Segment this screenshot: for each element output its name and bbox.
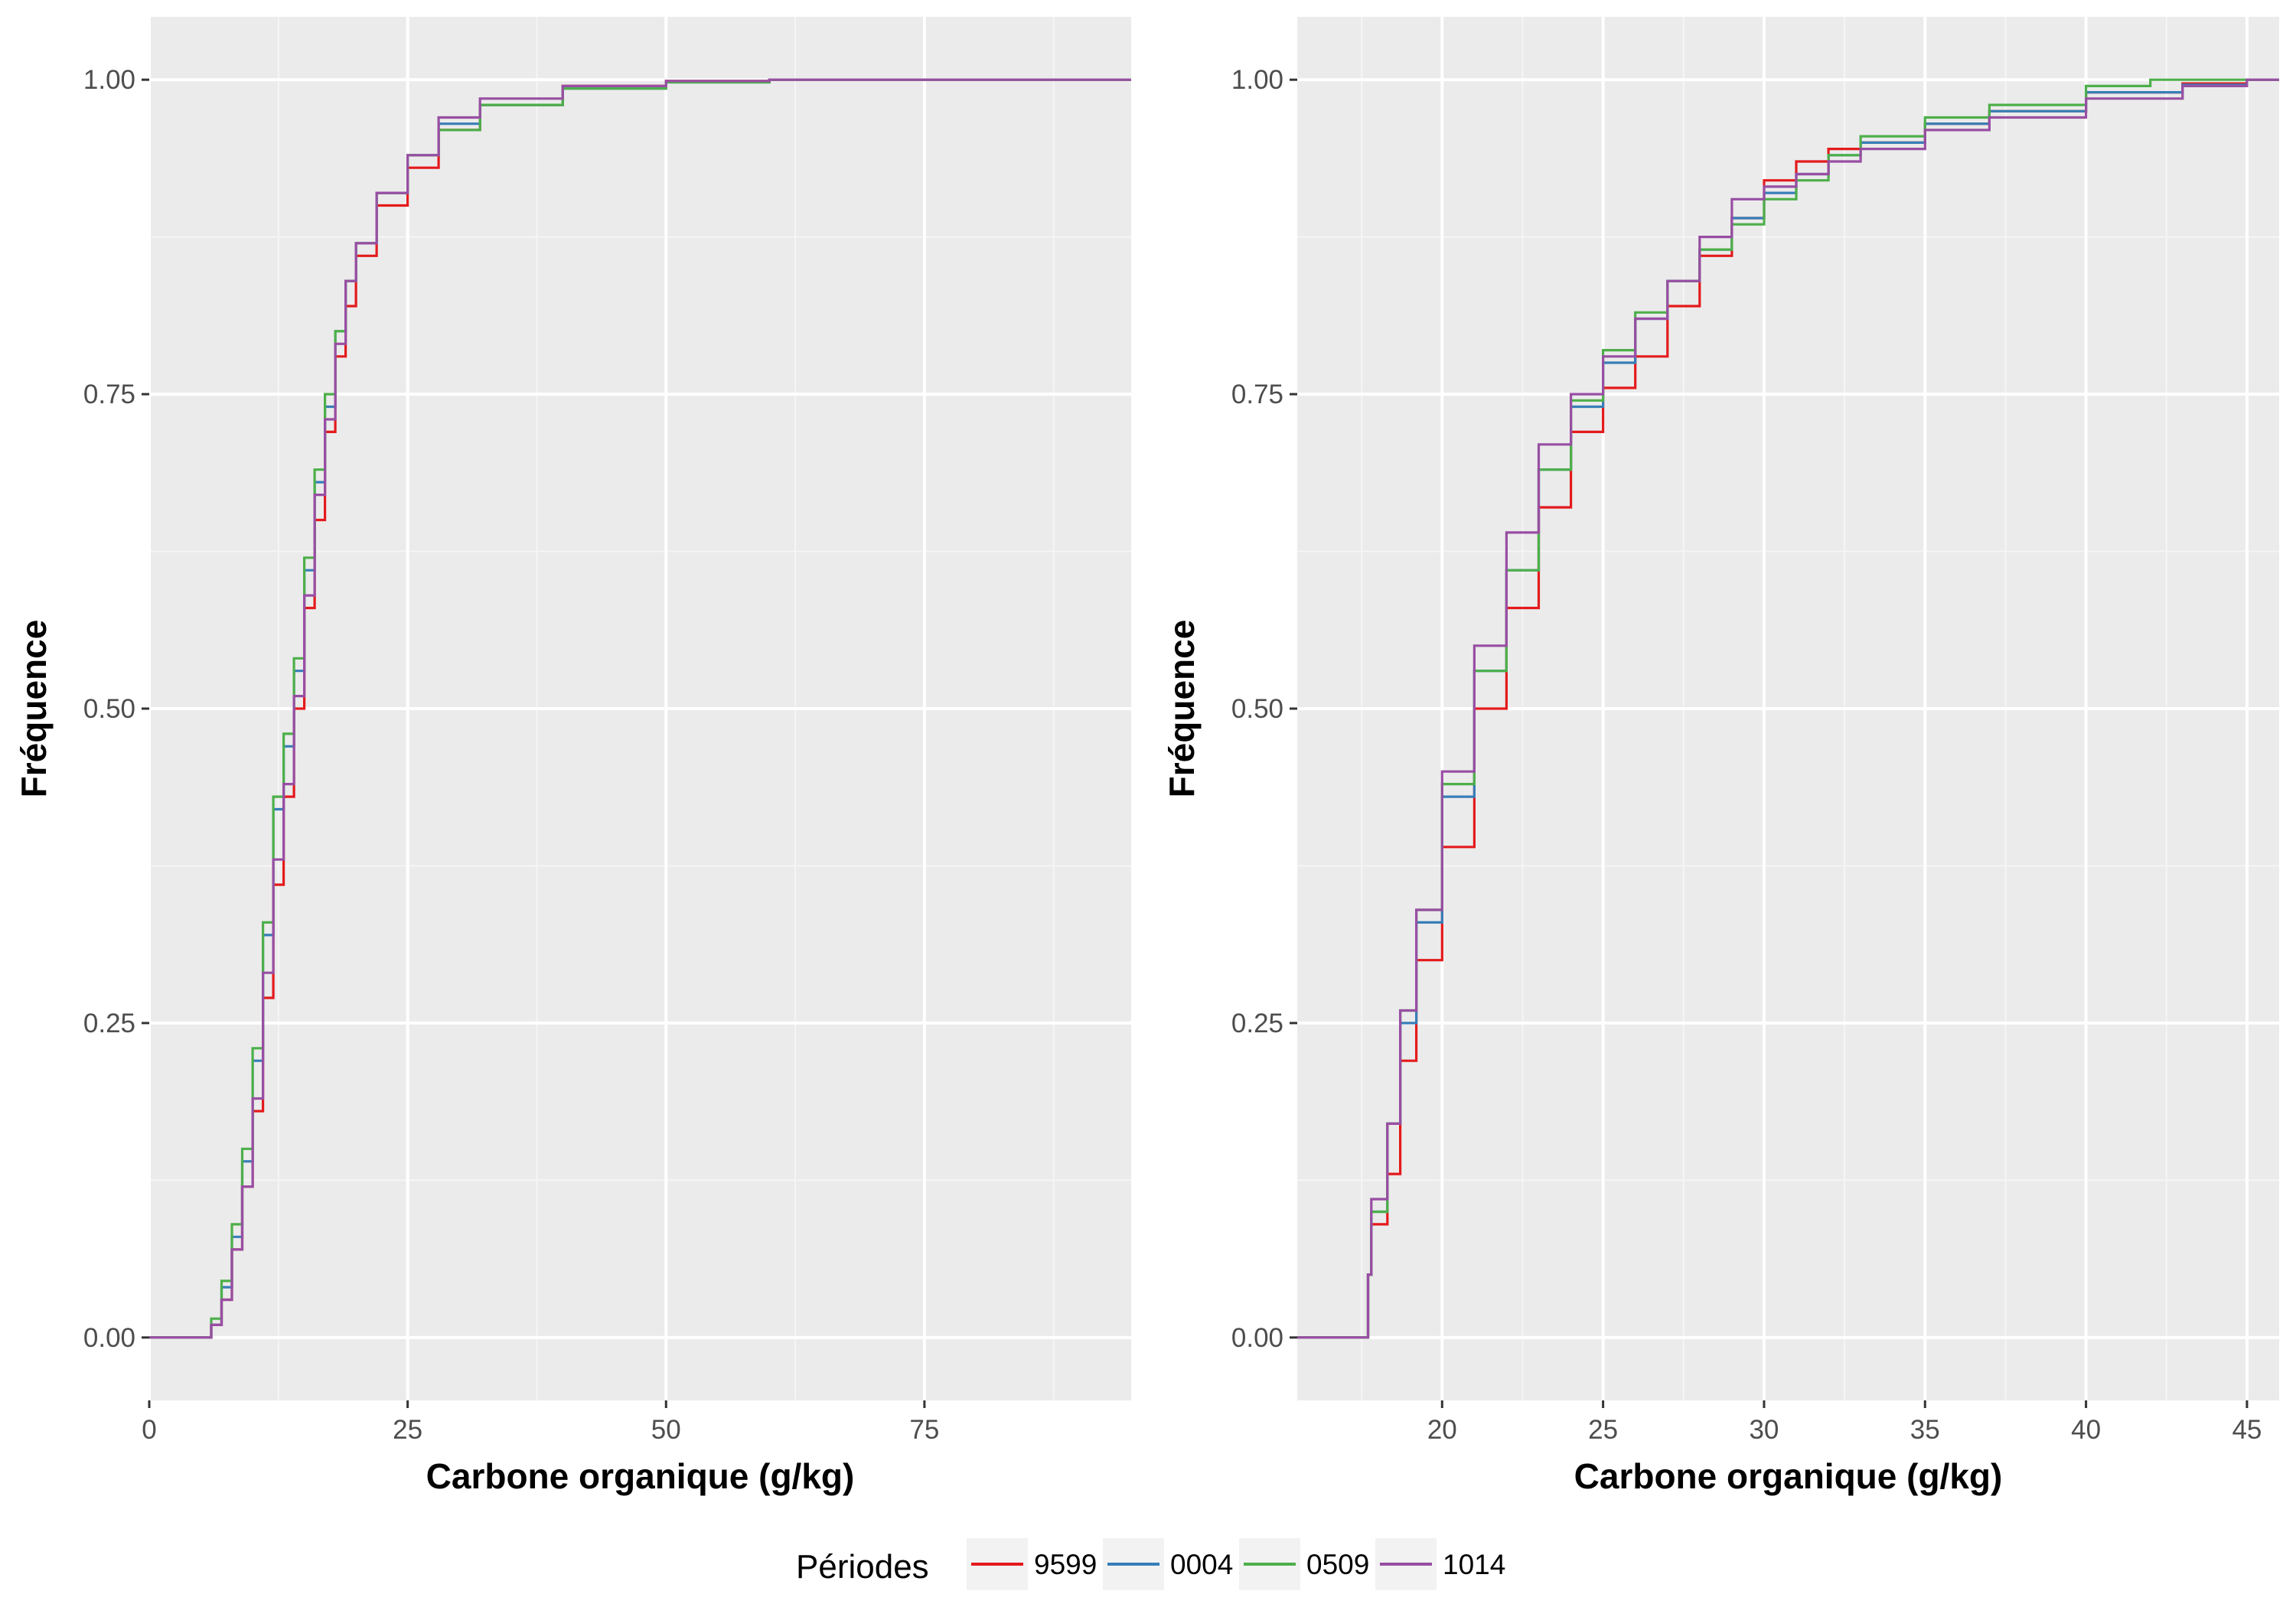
y-tick-label: 0.50	[1231, 694, 1283, 724]
y-tick-label: 0.00	[1231, 1323, 1283, 1353]
x-ticks-left: 0 25 50 75	[142, 1400, 939, 1445]
legend: Périodes 9599 0004 0509 1014	[796, 1538, 1505, 1590]
y-ticks-left: 0.00 0.25 0.50 0.75 1.00	[83, 65, 149, 1353]
x-tick-label: 30	[1749, 1415, 1779, 1445]
x-tick-label: 0	[142, 1415, 156, 1445]
legend-label-0509: 0509	[1306, 1549, 1369, 1580]
y-tick-label: 1.00	[1231, 65, 1283, 95]
x-axis-title-right: Carbone organique (g/kg)	[1574, 1456, 2003, 1496]
x-ticks-right: 20 25 30 35 40 45	[1427, 1400, 2262, 1445]
series-group-right	[1297, 78, 2279, 1339]
y-tick-label: 0.75	[1231, 380, 1283, 409]
legend-items: 9599 0004 0509 1014	[967, 1538, 1505, 1590]
series-group-left	[149, 78, 1131, 1339]
chart-right: 0.00 0.25 0.50 0.75 1.00 20 25 30 35 40 45 Carbon…	[1162, 17, 2279, 1496]
chart-left: 0.00 0.25 0.50 0.75 1.00 0 25 50 75 Carbone org…	[14, 17, 1131, 1496]
legend-label-1014: 1014	[1443, 1549, 1505, 1580]
x-tick-label: 25	[393, 1415, 422, 1445]
series-line-left-1014	[149, 78, 1131, 1339]
y-tick-label: 1.00	[83, 65, 135, 95]
y-axis-title-left: Fréquence	[14, 620, 54, 798]
x-tick-label: 25	[1588, 1415, 1618, 1445]
grid-right	[1297, 17, 2279, 1400]
y-tick-label: 0.00	[83, 1323, 135, 1353]
legend-title: Périodes	[796, 1548, 929, 1586]
x-tick-label: 40	[2071, 1415, 2101, 1445]
x-tick-label: 35	[1910, 1415, 1940, 1445]
series-line-right-1014	[1297, 78, 2279, 1339]
x-tick-label: 75	[909, 1415, 939, 1445]
x-tick-label: 20	[1427, 1415, 1457, 1445]
series-line-left-0509	[149, 78, 1131, 1339]
y-tick-label: 0.25	[1231, 1009, 1283, 1038]
x-tick-label: 45	[2232, 1415, 2262, 1445]
y-axis-title-right: Fréquence	[1162, 620, 1202, 798]
y-tick-label: 0.75	[83, 380, 135, 409]
y-tick-label: 0.25	[83, 1009, 135, 1038]
y-tick-label: 0.50	[83, 694, 135, 724]
y-ticks-right: 0.00 0.25 0.50 0.75 1.00	[1231, 65, 1297, 1353]
x-axis-title-left: Carbone organique (g/kg)	[426, 1456, 855, 1496]
legend-label-0004: 0004	[1170, 1549, 1233, 1580]
grid-left	[148, 17, 1131, 1400]
x-tick-label: 50	[651, 1415, 681, 1445]
legend-label-9599: 9599	[1034, 1549, 1097, 1580]
